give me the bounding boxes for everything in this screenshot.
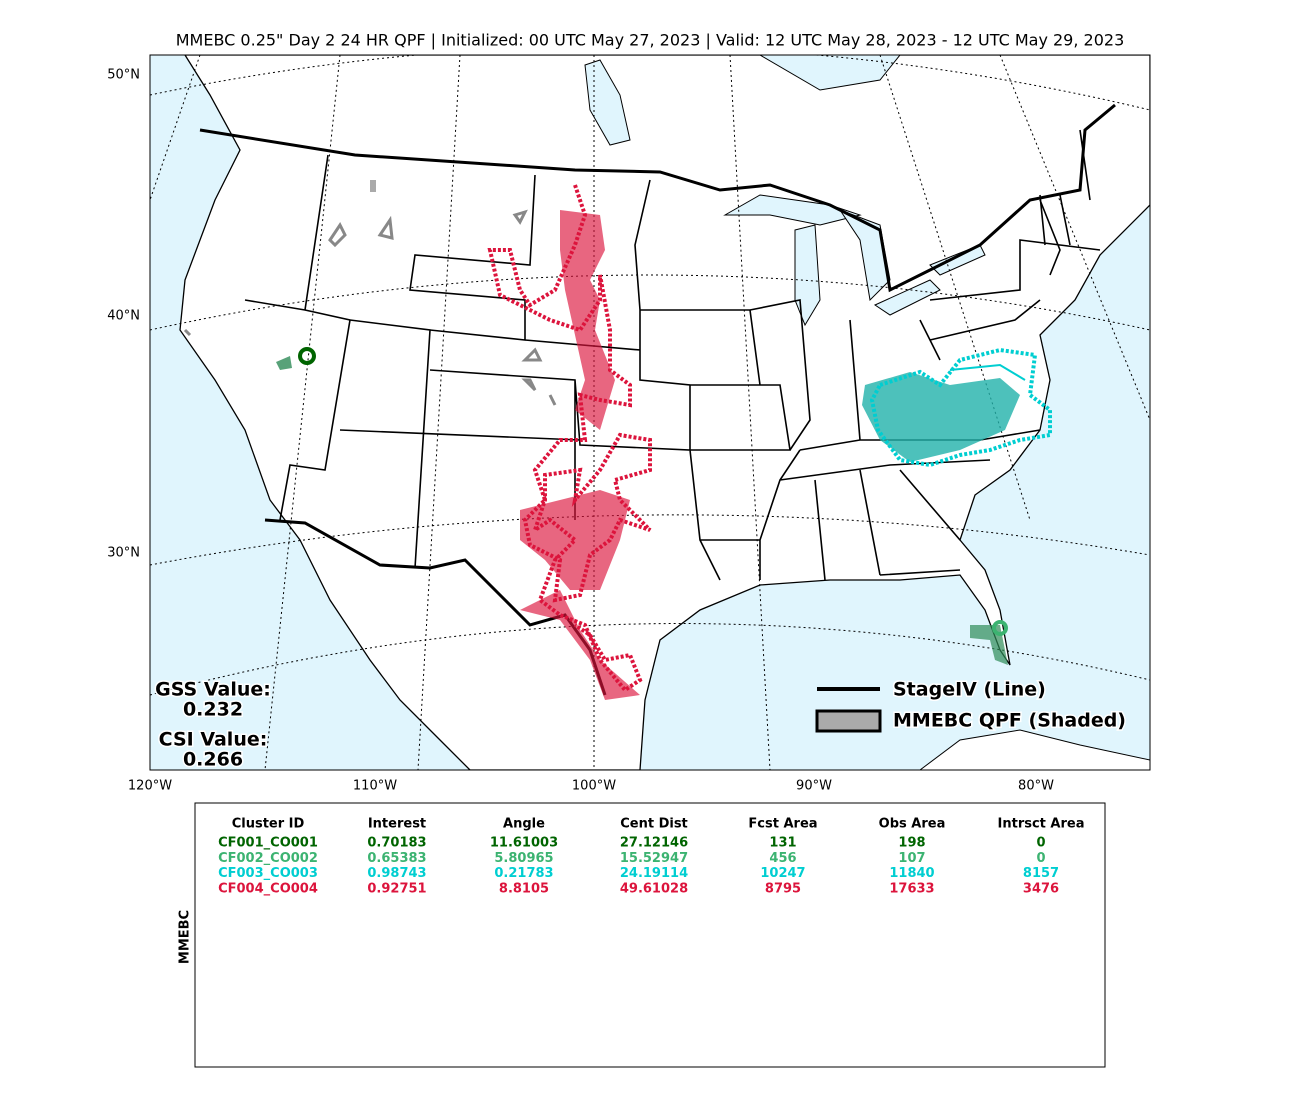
table-cell: 10247 xyxy=(760,866,805,881)
table-cell: 0.98743 xyxy=(367,866,426,881)
table-header: Intrsct Area xyxy=(998,817,1085,832)
table-cell: 3476 xyxy=(1023,881,1059,896)
table-cell: 8795 xyxy=(765,881,801,896)
table-cell: CF004_CO004 xyxy=(218,881,318,896)
csi-value: 0.266 xyxy=(183,749,243,771)
table-cell: 107 xyxy=(898,851,925,866)
table-cell: CF002_CO002 xyxy=(218,851,318,866)
lon-label: 110°W xyxy=(353,779,397,794)
table-cell: 5.80965 xyxy=(494,851,553,866)
table-cell: 0.92751 xyxy=(367,881,426,896)
table-cell: 8.8105 xyxy=(499,881,549,896)
table-header: Obs Area xyxy=(879,817,946,832)
table-cell: 198 xyxy=(898,836,925,851)
table-cell: 49.61028 xyxy=(620,881,688,896)
us-border xyxy=(199,103,1116,293)
table-header: Cluster ID xyxy=(232,817,305,832)
table-cell: 0.21783 xyxy=(494,866,553,881)
mexico-land xyxy=(919,729,1150,770)
map xyxy=(150,55,1150,770)
table-header: Fcst Area xyxy=(748,817,817,832)
table-cell: 17633 xyxy=(889,881,934,896)
gss-label: GSS Value: xyxy=(155,679,271,701)
table-side-label: MMEBC xyxy=(178,910,193,964)
table-cell: 15.52947 xyxy=(620,851,688,866)
lon-label: 120°W xyxy=(128,779,172,794)
csi-label: CSI Value: xyxy=(159,729,268,751)
table-frame xyxy=(194,802,1106,1068)
lon-label: 80°W xyxy=(1018,779,1054,794)
table-cell: 131 xyxy=(769,836,796,851)
great-lakes xyxy=(584,59,986,327)
table-cell: 456 xyxy=(769,851,796,866)
table-cell: 0.70183 xyxy=(367,836,426,851)
hudson-bay xyxy=(759,55,901,91)
table-header: Angle xyxy=(503,817,545,832)
table-header: Cent Dist xyxy=(620,817,688,832)
table-cell: 11840 xyxy=(889,866,934,881)
table: Cluster ID Interest Angle Cent Dist Fcst Are… xyxy=(218,817,1084,897)
table-cell: 0 xyxy=(1036,836,1045,851)
graticule xyxy=(150,55,1150,770)
lon-label: 90°W xyxy=(796,779,832,794)
title: MMEBC 0.25" Day 2 24 HR QPF | Initialize… xyxy=(176,31,1125,50)
legend-label: MMEBC QPF (Shaded) xyxy=(893,710,1126,732)
legend-swatch xyxy=(815,709,882,733)
fcst-outlines xyxy=(183,184,1052,693)
lat-label: 40°N xyxy=(107,309,140,324)
table-cell: 24.19114 xyxy=(620,866,688,881)
lat-label: 50°N xyxy=(107,68,140,83)
table-cell: 11.61003 xyxy=(490,836,558,851)
lat-label: 30°N xyxy=(107,546,140,561)
gss-value: 0.232 xyxy=(183,699,243,721)
table-cell: CF003_CO003 xyxy=(218,866,318,881)
table-cell: 8157 xyxy=(1023,866,1059,881)
map-frame xyxy=(149,54,1151,771)
table-cell: CF001_CO001 xyxy=(218,836,318,851)
lon-label: 100°W xyxy=(572,779,616,794)
state-lines xyxy=(244,129,1101,581)
table-cell: 27.12146 xyxy=(620,836,688,851)
table-cell: 0.65383 xyxy=(367,851,426,866)
table-cell: 0 xyxy=(1036,851,1045,866)
table-header: Interest xyxy=(368,817,426,832)
legend-label: StageIV (Line) xyxy=(893,679,1046,701)
